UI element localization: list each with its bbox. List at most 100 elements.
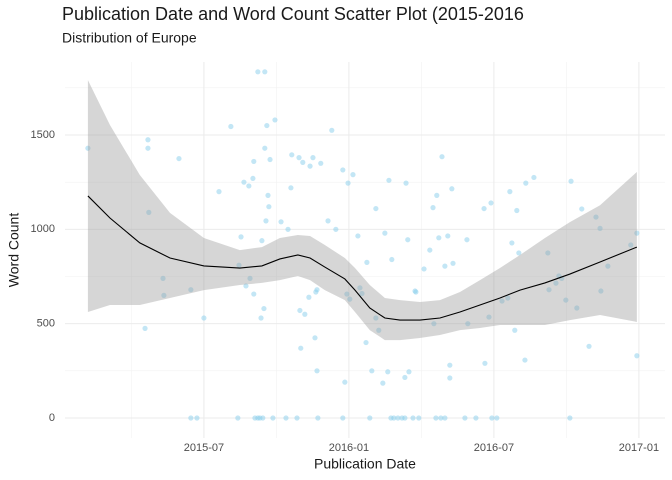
point xyxy=(421,266,427,272)
point xyxy=(464,237,470,243)
x-tick-label: 2015-07 xyxy=(184,442,224,454)
point xyxy=(380,380,386,386)
point xyxy=(194,415,200,421)
point xyxy=(262,69,268,75)
point xyxy=(434,192,440,198)
point xyxy=(427,247,433,253)
point xyxy=(413,289,419,295)
chart-title: Publication Date and Word Count Scatter … xyxy=(62,4,524,24)
point xyxy=(363,339,369,346)
point xyxy=(266,204,272,210)
point xyxy=(512,327,518,333)
point xyxy=(246,183,252,189)
point xyxy=(285,226,291,232)
point xyxy=(251,158,257,165)
point xyxy=(241,179,247,185)
point xyxy=(325,218,331,224)
point xyxy=(386,177,392,183)
point xyxy=(364,259,370,265)
point xyxy=(314,368,320,374)
x-tick-label: 2016-07 xyxy=(474,442,514,454)
point xyxy=(507,189,513,195)
point xyxy=(142,325,148,331)
point xyxy=(568,178,574,184)
point xyxy=(188,415,194,421)
y-tick-label: 1500 xyxy=(31,129,55,141)
point xyxy=(297,307,303,314)
point xyxy=(403,180,409,186)
point xyxy=(449,186,455,192)
point xyxy=(333,226,339,232)
x-axis-label: Publication Date xyxy=(314,456,416,472)
point xyxy=(329,127,335,133)
point xyxy=(345,180,351,186)
point xyxy=(634,353,640,359)
point xyxy=(505,295,511,301)
point xyxy=(373,315,379,321)
point xyxy=(340,415,346,421)
point xyxy=(406,369,412,375)
point xyxy=(340,167,346,173)
point xyxy=(357,285,363,291)
point xyxy=(522,357,528,363)
point xyxy=(342,379,348,385)
point xyxy=(255,69,261,75)
point xyxy=(161,292,167,298)
point xyxy=(318,160,324,166)
point xyxy=(251,291,257,297)
point xyxy=(488,200,494,206)
point xyxy=(298,345,304,351)
point xyxy=(350,172,356,178)
point xyxy=(145,145,151,151)
point xyxy=(628,242,634,248)
point xyxy=(160,275,166,281)
point xyxy=(264,122,270,129)
point xyxy=(262,145,268,151)
point xyxy=(289,152,295,158)
point xyxy=(238,234,244,240)
point xyxy=(146,209,152,215)
point xyxy=(243,283,249,289)
point xyxy=(288,185,294,191)
point xyxy=(260,415,266,421)
point xyxy=(597,225,603,231)
confidence-band xyxy=(87,80,637,341)
point xyxy=(188,287,194,293)
point xyxy=(402,415,408,421)
point xyxy=(395,415,401,421)
point xyxy=(481,205,487,212)
point xyxy=(553,280,559,286)
point xyxy=(355,233,361,239)
point xyxy=(294,415,300,421)
point xyxy=(546,287,552,293)
point xyxy=(482,360,488,366)
point xyxy=(259,238,265,244)
point xyxy=(270,415,276,421)
point xyxy=(405,237,411,243)
point xyxy=(436,235,442,241)
point xyxy=(433,415,439,421)
point xyxy=(300,159,306,165)
point xyxy=(430,205,436,211)
point xyxy=(376,327,382,333)
point xyxy=(201,315,207,321)
point xyxy=(267,156,273,163)
point xyxy=(359,290,365,297)
point xyxy=(416,415,422,421)
point xyxy=(516,250,522,256)
y-tick-label: 1000 xyxy=(31,223,55,235)
point xyxy=(382,230,388,236)
point xyxy=(545,250,551,256)
point xyxy=(283,415,289,421)
point xyxy=(228,123,234,130)
point xyxy=(265,192,271,198)
point xyxy=(236,262,242,268)
point xyxy=(247,275,253,281)
point xyxy=(263,218,269,224)
point xyxy=(258,315,264,321)
point xyxy=(369,368,375,374)
point xyxy=(85,145,91,151)
point xyxy=(344,291,350,297)
point xyxy=(389,256,395,263)
point xyxy=(431,321,437,327)
